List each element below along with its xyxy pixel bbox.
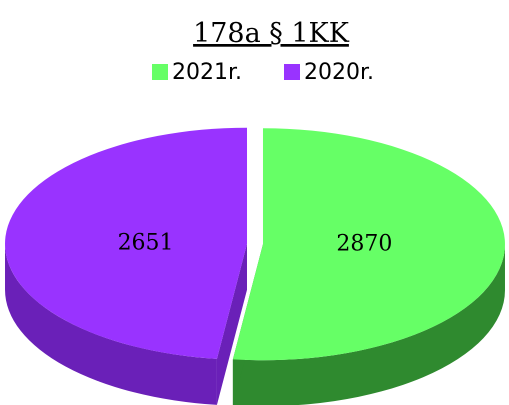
pie-cut	[216, 243, 248, 405]
pie-slice	[5, 127, 248, 359]
value-label: 2870	[336, 231, 392, 256]
legend-label: 2021r.	[172, 60, 242, 85]
chart-title: 178a § 1KK	[193, 18, 350, 49]
pie-slice	[232, 128, 505, 361]
pie-side	[5, 243, 217, 405]
pie-side	[232, 244, 505, 405]
legend-swatch	[284, 64, 300, 80]
value-label: 2651	[118, 231, 174, 256]
legend-swatch	[152, 64, 168, 80]
legend-label: 2020r.	[304, 60, 374, 85]
